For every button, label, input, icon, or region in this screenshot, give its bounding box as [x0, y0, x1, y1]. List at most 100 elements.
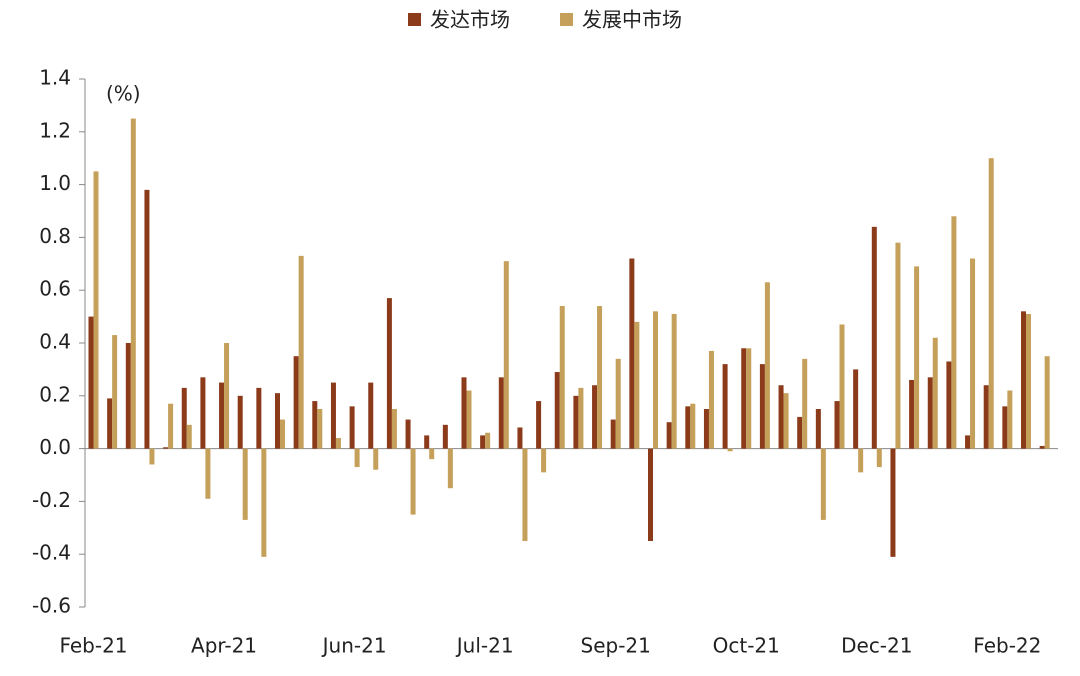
bar: [298, 255, 304, 449]
bar: [461, 377, 467, 449]
legend-swatch: [408, 13, 421, 26]
bar: [1044, 356, 1050, 449]
y-tick-label: -0.4: [32, 541, 71, 565]
bar: [242, 448, 248, 520]
bar: [1021, 311, 1026, 449]
bar: [671, 313, 677, 449]
x-tick-label: Feb-22: [973, 634, 1041, 658]
bar: [559, 306, 565, 449]
x-tick-label: Apr-21: [191, 634, 257, 658]
y-tick-label: 1.4: [39, 66, 71, 90]
bar: [219, 382, 225, 449]
bar: [88, 316, 94, 449]
bar: [498, 377, 504, 449]
bar: [186, 424, 192, 449]
bar: [815, 409, 821, 449]
bar: [746, 348, 752, 449]
bar: [554, 372, 560, 449]
bar: [1007, 390, 1013, 449]
legend-label: 发达市场: [430, 8, 510, 32]
bar: [876, 448, 882, 468]
bar: [280, 419, 285, 449]
bar: [429, 448, 435, 460]
bar: [653, 311, 658, 449]
bar: [536, 401, 542, 449]
bar: [727, 448, 733, 452]
bar: [708, 350, 714, 449]
y-tick-label: 1.0: [39, 171, 71, 195]
bar: [261, 448, 267, 557]
bar: [200, 377, 206, 449]
bar: [112, 335, 118, 449]
bar: [312, 401, 318, 449]
bar: [130, 118, 136, 449]
bar: [522, 448, 528, 541]
bar: [853, 369, 859, 449]
bar: [466, 390, 472, 449]
bar: [330, 382, 336, 449]
bar: [447, 448, 453, 489]
bar: [722, 364, 728, 449]
bar: [503, 261, 509, 449]
bar: [275, 393, 280, 449]
bar: [983, 385, 989, 449]
bar: [578, 387, 584, 449]
bar: [666, 422, 672, 449]
bar: [386, 298, 392, 449]
unit-annotation: (%): [106, 82, 141, 106]
y-tick-label: 0.8: [39, 224, 71, 248]
legend-label: 发展中市场: [582, 8, 682, 32]
bar: [970, 258, 976, 449]
x-tick-label: Feb-21: [59, 634, 127, 658]
bar: [205, 448, 211, 499]
x-tick-label: Jun-21: [321, 634, 387, 658]
bar: [517, 427, 523, 449]
y-tick-label: -0.2: [32, 488, 71, 512]
bar: [373, 448, 379, 470]
bar: [485, 432, 491, 449]
bar: [237, 395, 243, 449]
bar: [1039, 445, 1045, 449]
bar: [368, 382, 374, 449]
bar: [349, 406, 355, 449]
bar: [144, 189, 150, 449]
bar: [424, 435, 430, 449]
y-tick-label: -0.6: [32, 594, 71, 618]
bar: [965, 435, 971, 449]
bar: [168, 403, 174, 449]
y-tick-label: 1.2: [39, 118, 71, 142]
bar: [741, 348, 747, 449]
legend-swatch: [560, 13, 573, 26]
bar: [764, 282, 770, 449]
bar: [797, 416, 803, 449]
x-tick-label: Jul-21: [455, 634, 514, 658]
bar: [759, 364, 765, 449]
bar: [946, 361, 952, 449]
bar: [335, 438, 341, 449]
bar: [927, 377, 933, 449]
bar: [951, 216, 957, 449]
bar: [93, 171, 99, 449]
y-tick-label: 0.4: [39, 330, 71, 354]
bar: [1026, 313, 1031, 449]
bar: [648, 448, 653, 541]
bar: [802, 358, 808, 449]
bar: [163, 447, 169, 449]
bar: [685, 406, 691, 449]
bar: [1002, 406, 1008, 449]
bar: [783, 393, 789, 449]
bar: [909, 379, 915, 449]
bar: [107, 398, 113, 449]
bar: [541, 448, 547, 473]
bar: [610, 419, 616, 449]
bar: [932, 337, 938, 449]
bar: [480, 435, 486, 449]
bar: [820, 448, 826, 520]
bar: [615, 358, 621, 449]
bar: [405, 419, 411, 449]
bar: [629, 258, 635, 449]
bar: [988, 158, 994, 449]
y-tick-label: 0.6: [39, 277, 71, 301]
bar: [354, 448, 360, 468]
